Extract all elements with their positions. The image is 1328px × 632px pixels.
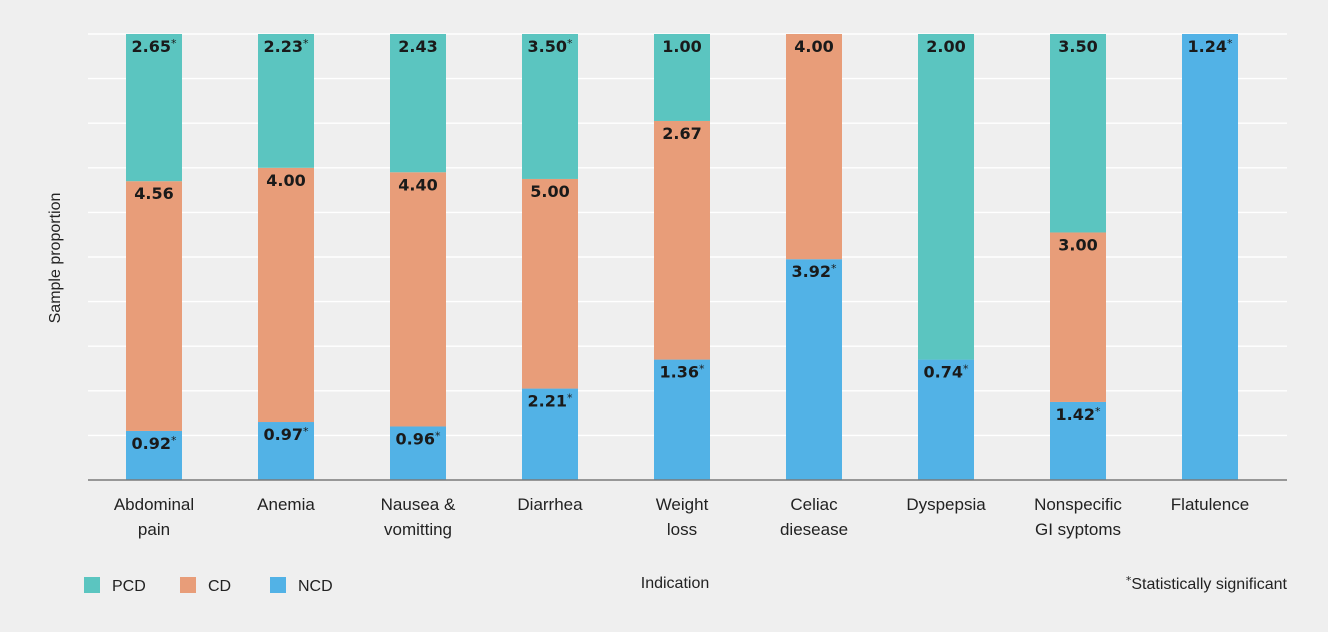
segment-label-ncd: 1.24* — [1188, 37, 1233, 56]
legend-item-ncd: NCD — [270, 577, 333, 595]
segment-label-pcd: 3.50* — [528, 37, 573, 56]
segment-label-cd: 5.00 — [530, 182, 569, 201]
bar-segment-cd — [1050, 232, 1106, 402]
segment-label-cd: 4.00 — [794, 37, 833, 56]
segment-label-pcd: 2.23* — [264, 37, 309, 56]
x-axis-title: Indication — [641, 575, 710, 592]
segment-label-cd: 4.40 — [398, 175, 437, 194]
bar-segment-ncd — [522, 388, 578, 480]
bar-segment-ncd — [126, 430, 182, 480]
category-label: Nausea & vomitting — [381, 495, 456, 539]
bar-segment-ncd — [258, 422, 314, 480]
segment-label-ncd: 1.42* — [1056, 405, 1101, 424]
legend-swatch — [270, 577, 286, 593]
bar-segment-cd — [258, 167, 314, 423]
bar-segment-ncd — [1182, 34, 1238, 480]
category-label: Dyspepsia — [906, 495, 986, 514]
bar-segment-ncd — [654, 359, 710, 480]
bar-segment-ncd — [786, 259, 842, 480]
legend-swatch — [180, 577, 196, 593]
bar-segment-cd — [654, 120, 710, 360]
legend-label: PCD — [112, 578, 146, 595]
category-label: Weight loss — [656, 495, 709, 539]
bar-segment-ncd — [1050, 401, 1106, 480]
bar-segment-cd — [390, 172, 446, 427]
segment-label-pcd: 2.43 — [398, 37, 437, 56]
segment-label-pcd: 1.00 — [662, 37, 701, 56]
bar-segment-pcd — [390, 34, 446, 173]
legend-swatch — [84, 577, 100, 593]
bars — [126, 34, 1238, 480]
segment-label-ncd: 2.21* — [528, 392, 573, 411]
bar-segment-pcd — [1050, 34, 1106, 233]
segment-label-ncd: 1.36* — [660, 363, 705, 382]
legend-item-cd: CD — [180, 577, 231, 595]
segment-label-cd: 3.00 — [1058, 235, 1097, 254]
legend-label: NCD — [298, 578, 333, 595]
bar-segment-ncd — [390, 426, 446, 480]
category-label: Flatulence — [1171, 495, 1249, 514]
category-label: Celiac diesease — [780, 495, 848, 539]
significance-note-text: *Statistically significant — [1126, 574, 1288, 593]
segment-label-cd: 4.56 — [134, 184, 173, 203]
segment-label-ncd: 0.92* — [132, 434, 177, 453]
segment-label-ncd: 0.97* — [264, 425, 309, 444]
bar-segment-pcd — [918, 34, 974, 360]
segment-label-cd: 4.00 — [266, 171, 305, 190]
segment-label-ncd: 3.92* — [792, 262, 837, 281]
segment-label-ncd: 0.74* — [924, 363, 969, 382]
bar-segment-cd — [126, 181, 182, 431]
category-label: Anemia — [257, 495, 315, 514]
bar-segment-ncd — [918, 359, 974, 480]
segment-label-cd: 2.67 — [662, 124, 701, 143]
category-labels: Abdominal pain Anemia Nausea & vomitting Diar… — [114, 495, 1249, 539]
bar-segment-cd — [786, 34, 842, 260]
segment-labels: 0.92* 4.56 2.65* 0.97* 4.00 2.23* 0.96* 4.40 2.4… — [132, 37, 1233, 453]
category-label: Nonspecific GI syptoms — [1034, 495, 1122, 539]
bar-segment-pcd — [126, 34, 182, 182]
significance-note: *Statistically significant — [1126, 574, 1288, 593]
bar-segment-pcd — [654, 34, 710, 121]
bar-segment-pcd — [522, 34, 578, 179]
legend-label: CD — [208, 578, 231, 595]
segment-label-ncd: 0.96* — [396, 429, 441, 448]
legend: PCD CD NCD — [84, 577, 333, 595]
y-axis-title: Sample proportion — [47, 193, 64, 324]
segment-label-pcd: 2.00 — [926, 37, 965, 56]
bar-segment-pcd — [258, 34, 314, 168]
legend-item-pcd: PCD — [84, 577, 146, 595]
category-label: Diarrhea — [517, 495, 583, 514]
segment-label-pcd: 2.65* — [132, 37, 177, 56]
category-label: Abdominal pain — [114, 495, 194, 539]
bar-segment-cd — [522, 178, 578, 389]
segment-label-pcd: 3.50 — [1058, 37, 1097, 56]
